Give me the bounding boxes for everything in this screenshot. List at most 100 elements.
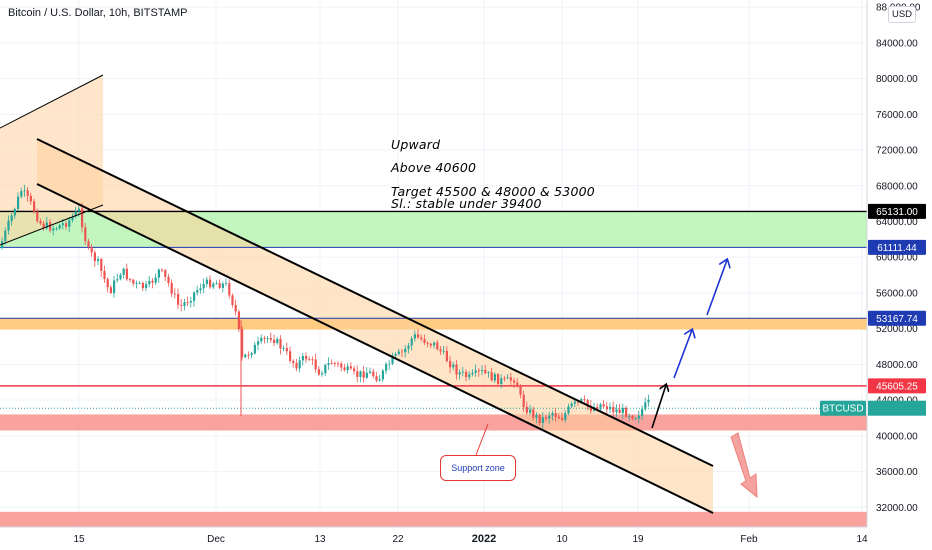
candle-body	[260, 337, 263, 342]
candle-body	[298, 360, 301, 369]
candle-body	[442, 350, 445, 352]
candle-body	[404, 348, 407, 353]
currency-button[interactable]: USD	[888, 6, 916, 23]
price-label: 45605.25	[876, 381, 918, 392]
candle-body	[426, 342, 429, 344]
candle-body	[90, 246, 93, 253]
candle-body	[269, 338, 272, 340]
candle-body	[292, 360, 295, 364]
candle-body	[39, 220, 42, 224]
candle-body	[285, 348, 288, 352]
candle-body	[241, 328, 244, 358]
candle-body	[522, 394, 525, 407]
x-tick-label: 13	[314, 534, 326, 545]
candle-body	[247, 354, 250, 356]
candle-body	[423, 339, 426, 343]
candle-body	[385, 364, 388, 371]
price-label: 65131.00	[876, 207, 918, 218]
ticker-label: BTCUSD	[822, 404, 863, 415]
candle-body	[477, 370, 480, 372]
candle-body	[167, 276, 170, 283]
price-axis[interactable]: 32000.0036000.0040000.0044000.0048000.00…	[876, 3, 921, 514]
candle-body	[109, 287, 112, 293]
candle-body	[461, 371, 464, 373]
candle-body	[545, 417, 548, 419]
candle-body	[317, 369, 320, 375]
candle-body	[266, 338, 269, 340]
candle-body	[535, 414, 538, 418]
candle-body	[362, 371, 365, 378]
candle-body	[433, 342, 436, 346]
candle-body	[417, 334, 420, 338]
candle-body	[125, 268, 128, 280]
candle-body	[193, 292, 196, 302]
candle-body	[340, 363, 343, 368]
candle-body	[503, 378, 506, 379]
candle-body	[625, 407, 628, 417]
candle-body	[13, 209, 16, 216]
arrow-up-black[interactable]	[651, 385, 666, 429]
candle-body	[161, 269, 164, 271]
candle-body	[321, 373, 324, 375]
candle-body	[525, 406, 528, 413]
note-stoploss: Sl.: stable under 39400	[391, 196, 542, 211]
x-tick-label: 22	[392, 534, 404, 545]
channel-bottom-line[interactable]	[36, 183, 714, 514]
candle-body	[420, 337, 423, 340]
candle-body	[573, 401, 576, 404]
candle-body	[333, 363, 336, 364]
candle-body	[647, 399, 650, 403]
price-label-badge	[868, 239, 926, 255]
candle-body	[484, 369, 487, 373]
candle-body	[452, 364, 455, 368]
channel-top-line[interactable]	[36, 138, 714, 467]
note-target: Target 45500 & 48000 & 53000	[391, 184, 595, 199]
upper-trend-line[interactable]	[0, 74, 104, 129]
y-tick-label: 56000.00	[876, 288, 918, 299]
candle-body	[401, 351, 404, 353]
candle-body	[634, 418, 637, 420]
candle-body	[122, 268, 125, 275]
candle-body	[148, 280, 151, 285]
orange-zone	[0, 318, 867, 330]
x-tick-label: Feb	[740, 534, 758, 545]
candle-body	[407, 345, 410, 349]
candle-body	[589, 405, 592, 411]
candle-body	[205, 279, 208, 284]
candle-body	[330, 363, 333, 364]
candle-body	[564, 413, 567, 420]
arrow-up-blue-1[interactable]	[673, 330, 692, 379]
note-upward: Upward	[391, 137, 441, 152]
candle-body	[365, 372, 368, 378]
candle-body	[186, 302, 189, 304]
candle-body	[237, 311, 240, 329]
upper-channel-lower-line[interactable]	[0, 204, 104, 246]
candle-body	[577, 401, 580, 403]
note-above: Above 40600	[391, 160, 477, 175]
arrow-down-red[interactable]	[730, 432, 758, 499]
candle-body	[138, 282, 141, 284]
candle-body	[279, 339, 282, 349]
candle-body	[273, 339, 276, 344]
candle-body	[209, 279, 212, 288]
candle-body	[132, 279, 135, 284]
time-axis[interactable]: 15 Dec 13 22 2022 10 19 Feb 14	[73, 533, 868, 545]
candle-body	[234, 304, 237, 312]
candle-body	[602, 404, 605, 407]
candle-body	[369, 371, 372, 373]
candle-body	[346, 366, 349, 371]
chart-title: Bitcoin / U.S. Dollar, 10h, BITSTAMP	[8, 7, 188, 19]
candle-body	[375, 376, 378, 381]
candle-body	[413, 334, 416, 339]
candle-body	[378, 379, 381, 381]
candle-body	[596, 406, 599, 410]
arrow-up-blue-2[interactable]	[706, 260, 727, 316]
candle-body	[580, 399, 583, 402]
candle-body	[468, 374, 471, 378]
candle-body	[141, 282, 144, 289]
candle-body	[74, 211, 77, 217]
candle-body	[276, 339, 279, 344]
candle-body	[93, 252, 96, 262]
candle-body	[65, 223, 68, 227]
